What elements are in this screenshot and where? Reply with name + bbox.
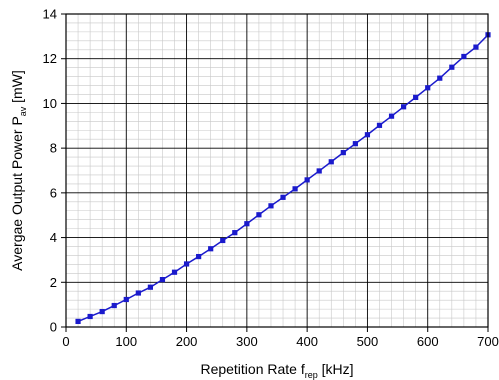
data-point <box>280 194 286 200</box>
y-tick-label: 14 <box>43 7 57 22</box>
data-point <box>220 237 226 244</box>
data-point <box>388 113 395 119</box>
data-point <box>256 212 262 218</box>
x-tick-label: 500 <box>357 334 379 349</box>
data-point <box>232 230 238 236</box>
y-tick-label: 0 <box>50 320 57 335</box>
data-point <box>328 159 334 165</box>
data-point <box>147 284 153 290</box>
data-point <box>123 296 129 303</box>
data-point <box>473 44 479 50</box>
x-tick-label: 600 <box>417 334 439 349</box>
x-tick-label: 700 <box>477 334 499 349</box>
series-layer <box>75 32 491 325</box>
x-tick-labels: 0 100 200 300 400 500 600 700 <box>62 334 498 349</box>
x-tick-label: 0 <box>62 334 69 349</box>
data-point <box>364 132 371 138</box>
data-point <box>111 302 117 309</box>
data-point <box>135 290 141 296</box>
y-axis-label: Avergae Output Power Pav [mW] <box>9 70 28 271</box>
data-point <box>425 85 431 91</box>
major-grid <box>66 14 488 327</box>
data-point <box>449 64 455 70</box>
x-tick-label: 300 <box>236 334 258 349</box>
data-point <box>196 253 202 260</box>
x-tick-label: 400 <box>296 334 318 349</box>
y-tick-label: 8 <box>50 141 57 156</box>
data-point <box>340 150 346 156</box>
y-tick-labels: 0 2 4 6 8 10 12 14 <box>43 7 57 335</box>
data-point <box>352 141 358 147</box>
data-point <box>87 313 93 320</box>
plot-frame <box>65 13 489 328</box>
y-tick-label: 10 <box>43 96 57 111</box>
data-point <box>304 177 310 183</box>
y-tick-label: 12 <box>43 51 57 66</box>
data-point <box>437 75 443 81</box>
data-point <box>208 246 214 252</box>
x-tick-label: 200 <box>176 334 198 349</box>
data-point <box>183 261 190 267</box>
y-tick-label: 4 <box>50 230 57 245</box>
data-point <box>159 277 166 283</box>
data-point <box>171 269 178 275</box>
data-point <box>376 122 383 128</box>
y-tick-label: 2 <box>50 275 57 290</box>
data-point <box>99 308 105 315</box>
x-tick-label: 100 <box>115 334 137 349</box>
axis-ticks <box>61 13 489 332</box>
data-point <box>268 203 274 209</box>
minor-grid <box>66 14 488 327</box>
data-point <box>316 168 322 174</box>
data-point <box>292 186 298 192</box>
data-point <box>75 318 81 325</box>
data-point <box>461 53 467 60</box>
y-tick-label: 6 <box>50 185 57 200</box>
data-point <box>401 104 407 110</box>
x-axis-label: Repetition Rate frep [kHz] <box>200 361 353 380</box>
data-point <box>244 221 250 227</box>
data-point <box>413 94 419 100</box>
